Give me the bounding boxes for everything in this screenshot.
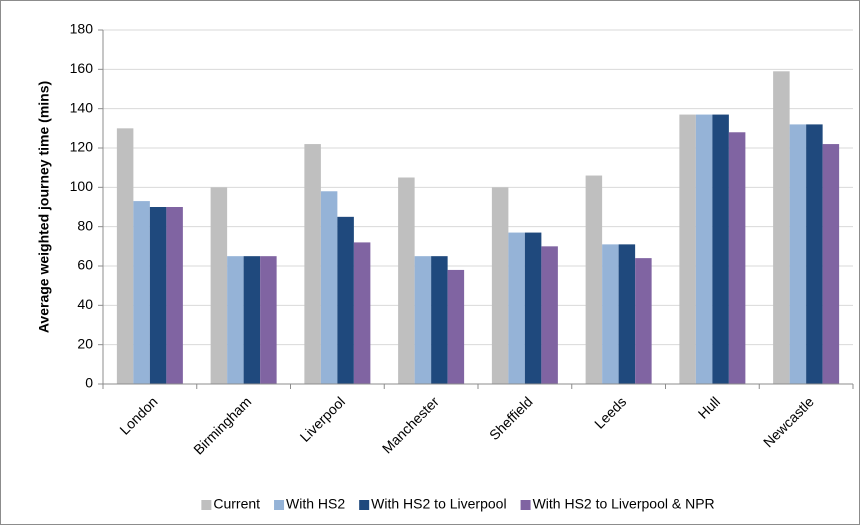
legend: Current With HS2 With HS2 to Liverpool With… xyxy=(201,496,715,512)
bar xyxy=(431,256,448,384)
bar xyxy=(679,114,696,385)
bar xyxy=(728,132,746,384)
bar xyxy=(243,256,261,384)
bar xyxy=(414,256,432,384)
legend-label: With HS2 to Liverpool & NPR xyxy=(533,496,715,512)
bar xyxy=(166,207,183,384)
bar xyxy=(260,256,277,384)
y-tick-label: 20 xyxy=(77,335,93,351)
bar xyxy=(227,256,244,384)
bar xyxy=(822,144,840,384)
legend-swatch xyxy=(359,500,370,510)
legend-swatch xyxy=(201,500,212,510)
y-tick-label: 0 xyxy=(85,375,93,391)
y-tick-label: 140 xyxy=(70,99,94,115)
bar xyxy=(618,244,636,384)
legend-label: With HS2 to Liverpool xyxy=(371,496,506,512)
bar xyxy=(695,114,713,385)
bar xyxy=(337,216,354,384)
y-tick-label: 160 xyxy=(70,60,94,76)
bar xyxy=(806,124,823,385)
bar xyxy=(635,258,652,384)
bar xyxy=(210,187,228,384)
bar xyxy=(789,124,807,385)
bar xyxy=(353,242,371,384)
bar xyxy=(320,191,338,384)
y-tick-label: 60 xyxy=(77,257,93,273)
bar xyxy=(149,207,167,384)
legend-label: With HS2 xyxy=(286,496,345,512)
y-axis-label: Average weighted journey time (mins) xyxy=(36,81,52,333)
bar xyxy=(398,177,415,384)
y-tick-label: 120 xyxy=(70,139,94,155)
bar xyxy=(602,244,619,384)
bar xyxy=(773,71,790,385)
legend-swatch xyxy=(274,500,285,510)
bar xyxy=(524,232,542,384)
legend-label: Current xyxy=(213,496,260,512)
bar xyxy=(585,175,603,384)
bar xyxy=(133,201,150,384)
bar xyxy=(508,232,525,384)
y-tick-label: 100 xyxy=(70,178,94,194)
bar xyxy=(712,114,729,385)
bar xyxy=(304,144,321,384)
y-tick-label: 80 xyxy=(77,217,93,233)
legend-swatch xyxy=(520,500,531,510)
bar xyxy=(116,128,134,384)
y-tick-label: 40 xyxy=(77,296,93,312)
y-tick-label: 180 xyxy=(70,21,94,37)
bar xyxy=(491,187,509,384)
bar xyxy=(541,246,558,384)
bar xyxy=(447,269,465,384)
